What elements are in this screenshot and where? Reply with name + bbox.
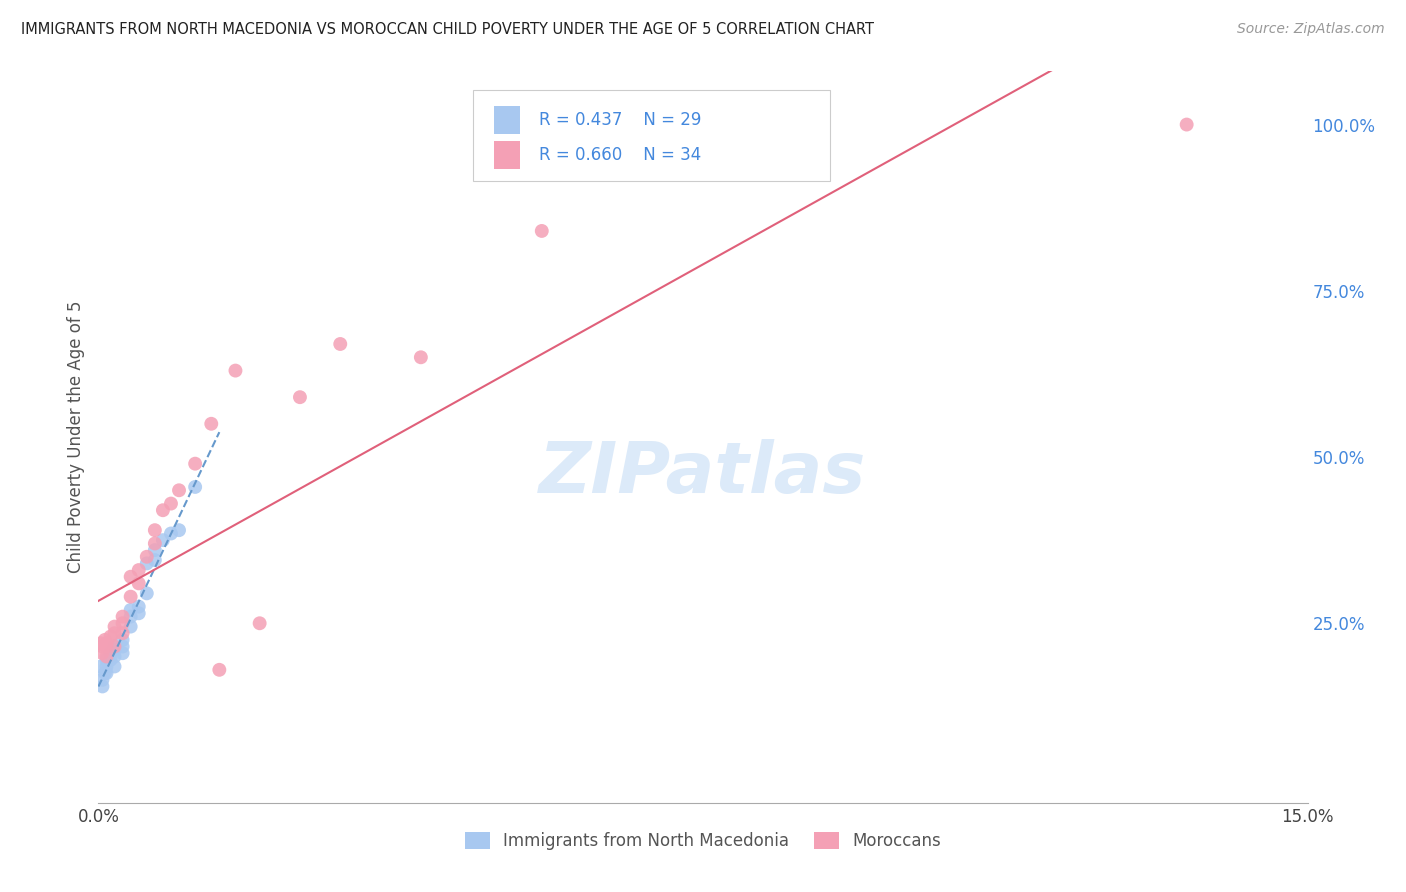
Point — [135, 557, 157, 571]
Point — [103, 659, 125, 673]
Point — [530, 224, 553, 238]
Point — [152, 503, 174, 517]
Point — [143, 553, 166, 567]
Point — [103, 643, 125, 657]
Text: R = 0.437    N = 29: R = 0.437 N = 29 — [538, 112, 702, 129]
Point — [111, 616, 134, 631]
Text: R = 0.660    N = 34: R = 0.660 N = 34 — [538, 145, 700, 164]
Point — [94, 666, 117, 681]
Text: Source: ZipAtlas.com: Source: ZipAtlas.com — [1237, 22, 1385, 37]
Point — [135, 549, 157, 564]
Point — [91, 680, 114, 694]
Point — [103, 619, 125, 633]
Point — [103, 640, 125, 654]
Point — [143, 543, 166, 558]
Point — [128, 599, 150, 614]
Point — [167, 483, 190, 498]
Text: IMMIGRANTS FROM NORTH MACEDONIA VS MOROCCAN CHILD POVERTY UNDER THE AGE OF 5 COR: IMMIGRANTS FROM NORTH MACEDONIA VS MOROC… — [21, 22, 875, 37]
Point — [120, 590, 142, 604]
Legend: Immigrants from North Macedonia, Moroccans: Immigrants from North Macedonia, Morocca… — [458, 825, 948, 856]
Point — [167, 523, 190, 537]
Point — [128, 563, 150, 577]
Point — [111, 632, 134, 647]
Bar — [494, 141, 520, 169]
Point — [90, 659, 112, 673]
FancyBboxPatch shape — [474, 90, 830, 181]
Point — [249, 616, 271, 631]
Point — [152, 533, 174, 548]
Point — [91, 673, 114, 687]
Point — [90, 636, 112, 650]
Point — [103, 626, 125, 640]
Point — [94, 632, 117, 647]
Point — [96, 649, 118, 664]
Point — [96, 653, 118, 667]
Point — [111, 646, 134, 660]
Point — [111, 626, 134, 640]
Point — [160, 526, 183, 541]
Point — [103, 649, 125, 664]
Point — [409, 351, 432, 365]
Point — [96, 640, 118, 654]
Point — [100, 646, 122, 660]
Point — [128, 607, 150, 621]
Point — [111, 640, 134, 654]
Point — [91, 640, 114, 654]
Point — [200, 417, 222, 431]
Point — [120, 603, 142, 617]
Point — [143, 536, 166, 550]
Point — [1175, 118, 1198, 132]
Point — [120, 619, 142, 633]
Point — [91, 646, 114, 660]
Y-axis label: Child Poverty Under the Age of 5: Child Poverty Under the Age of 5 — [66, 301, 84, 574]
Point — [184, 457, 207, 471]
Point — [224, 363, 246, 377]
Point — [100, 653, 122, 667]
Point — [100, 630, 122, 644]
Bar — [494, 106, 520, 135]
Point — [96, 666, 118, 681]
Point — [135, 586, 157, 600]
Point — [96, 659, 118, 673]
Point — [120, 570, 142, 584]
Point — [103, 640, 125, 654]
Point — [329, 337, 352, 351]
Point — [111, 609, 134, 624]
Point — [184, 480, 207, 494]
Point — [160, 497, 183, 511]
Point — [288, 390, 311, 404]
Text: ZIPatlas: ZIPatlas — [540, 439, 866, 508]
Point — [208, 663, 231, 677]
Point — [128, 576, 150, 591]
Point — [143, 523, 166, 537]
Point — [120, 609, 142, 624]
Point — [96, 636, 118, 650]
